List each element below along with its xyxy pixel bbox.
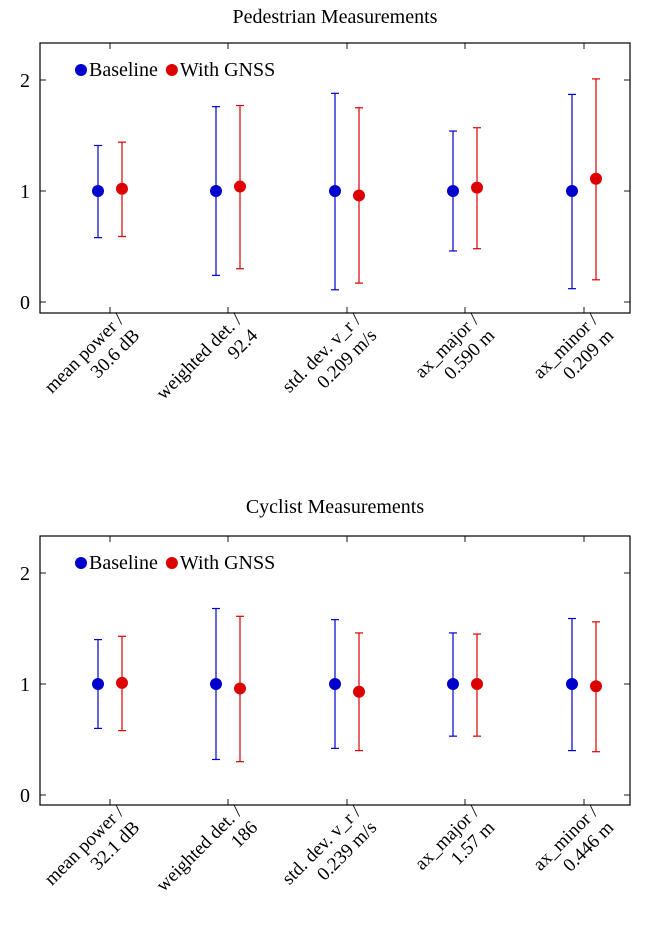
legend-label: Baseline bbox=[89, 552, 158, 574]
chart-title: Cyclist Measurements bbox=[246, 496, 425, 518]
legend: Baseline With GNSS bbox=[75, 59, 275, 81]
y-tick-label: 0 bbox=[20, 785, 30, 807]
data-point bbox=[116, 182, 128, 195]
data-point bbox=[116, 676, 128, 689]
data-point bbox=[447, 678, 459, 690]
x-tick-label-text: ax_major /1.57 m bbox=[411, 801, 500, 890]
data-point bbox=[471, 678, 483, 690]
x-tick-label-text: weighted det. /186 bbox=[152, 801, 262, 911]
y-tick-label: 2 bbox=[20, 70, 30, 92]
x-tick-label: mean power /30.6 dB bbox=[41, 309, 145, 413]
x-tick-label-text: mean power /32.1 dB bbox=[41, 801, 145, 905]
x-tick-label-text: ax_major /0.590 m bbox=[411, 309, 500, 398]
legend-label: With GNSS bbox=[180, 59, 275, 81]
chart-panel-2: Cyclist Measurements 0 1 2 Baseline With GNSS… bbox=[20, 496, 631, 911]
data-point bbox=[329, 185, 341, 197]
y-tick-label: 1 bbox=[20, 674, 30, 696]
x-tick-label-text: ax_minor /0.209 m bbox=[529, 309, 618, 398]
series-with-gnss bbox=[116, 615, 602, 763]
legend-label: With GNSS bbox=[180, 552, 275, 574]
y-tick-label: 1 bbox=[20, 181, 30, 203]
plot-frame bbox=[39, 42, 631, 314]
x-tick-label: ax_major /1.57 m bbox=[411, 801, 500, 890]
plot-frame bbox=[39, 535, 631, 806]
legend-marker bbox=[75, 64, 87, 76]
legend-marker bbox=[165, 64, 178, 76]
legend: Baseline With GNSS bbox=[75, 552, 275, 574]
x-tick-label: ax_major /0.590 m bbox=[411, 309, 500, 398]
y-tick-label: 0 bbox=[20, 292, 30, 314]
x-tick-label-text: weighted det. /92.4 bbox=[152, 309, 262, 419]
data-point bbox=[353, 685, 365, 698]
data-point bbox=[210, 678, 222, 690]
legend-marker bbox=[75, 557, 87, 569]
data-point bbox=[353, 189, 365, 202]
x-tick-label: std. dev. v_r /0.239 m/s bbox=[278, 801, 382, 905]
data-point bbox=[234, 180, 246, 193]
data-point bbox=[471, 181, 483, 194]
x-tick-label: ax_minor /0.209 m bbox=[529, 309, 618, 398]
data-point bbox=[329, 678, 341, 690]
x-tick-label-text: mean power /30.6 dB bbox=[41, 309, 145, 413]
data-point bbox=[210, 185, 222, 197]
data-point bbox=[92, 678, 104, 690]
legend-marker bbox=[165, 557, 178, 569]
x-tick-label-text: std. dev. v_r /0.209 m/s bbox=[278, 309, 382, 413]
x-tick-label-text: std. dev. v_r /0.239 m/s bbox=[278, 801, 382, 905]
chart-panel-1: Pedestrian Measurements 0 1 2 Baseline With G… bbox=[20, 6, 631, 419]
y-tick-label: 2 bbox=[20, 563, 30, 585]
series-with-gnss bbox=[116, 78, 602, 284]
data-point bbox=[590, 680, 602, 693]
x-tick-label: mean power /32.1 dB bbox=[41, 801, 145, 905]
chart-title: Pedestrian Measurements bbox=[233, 6, 438, 28]
x-tick-label: std. dev. v_r /0.209 m/s bbox=[278, 309, 382, 413]
data-point bbox=[566, 678, 578, 690]
x-tick-label-text: ax_minor /0.446 m bbox=[529, 801, 618, 890]
x-tick-label-line: weighted det. / bbox=[152, 801, 247, 896]
data-point bbox=[566, 185, 578, 197]
data-point bbox=[590, 172, 602, 185]
series-baseline bbox=[92, 92, 578, 291]
data-point bbox=[92, 185, 104, 197]
x-tick-label: weighted det. /92.4 bbox=[152, 309, 262, 419]
legend-label: Baseline bbox=[89, 59, 158, 81]
data-point bbox=[447, 185, 459, 197]
data-point bbox=[234, 682, 246, 695]
x-tick-label: weighted det. /186 bbox=[152, 801, 262, 911]
x-tick-label: ax_minor /0.446 m bbox=[529, 801, 618, 890]
series-baseline bbox=[92, 607, 578, 761]
